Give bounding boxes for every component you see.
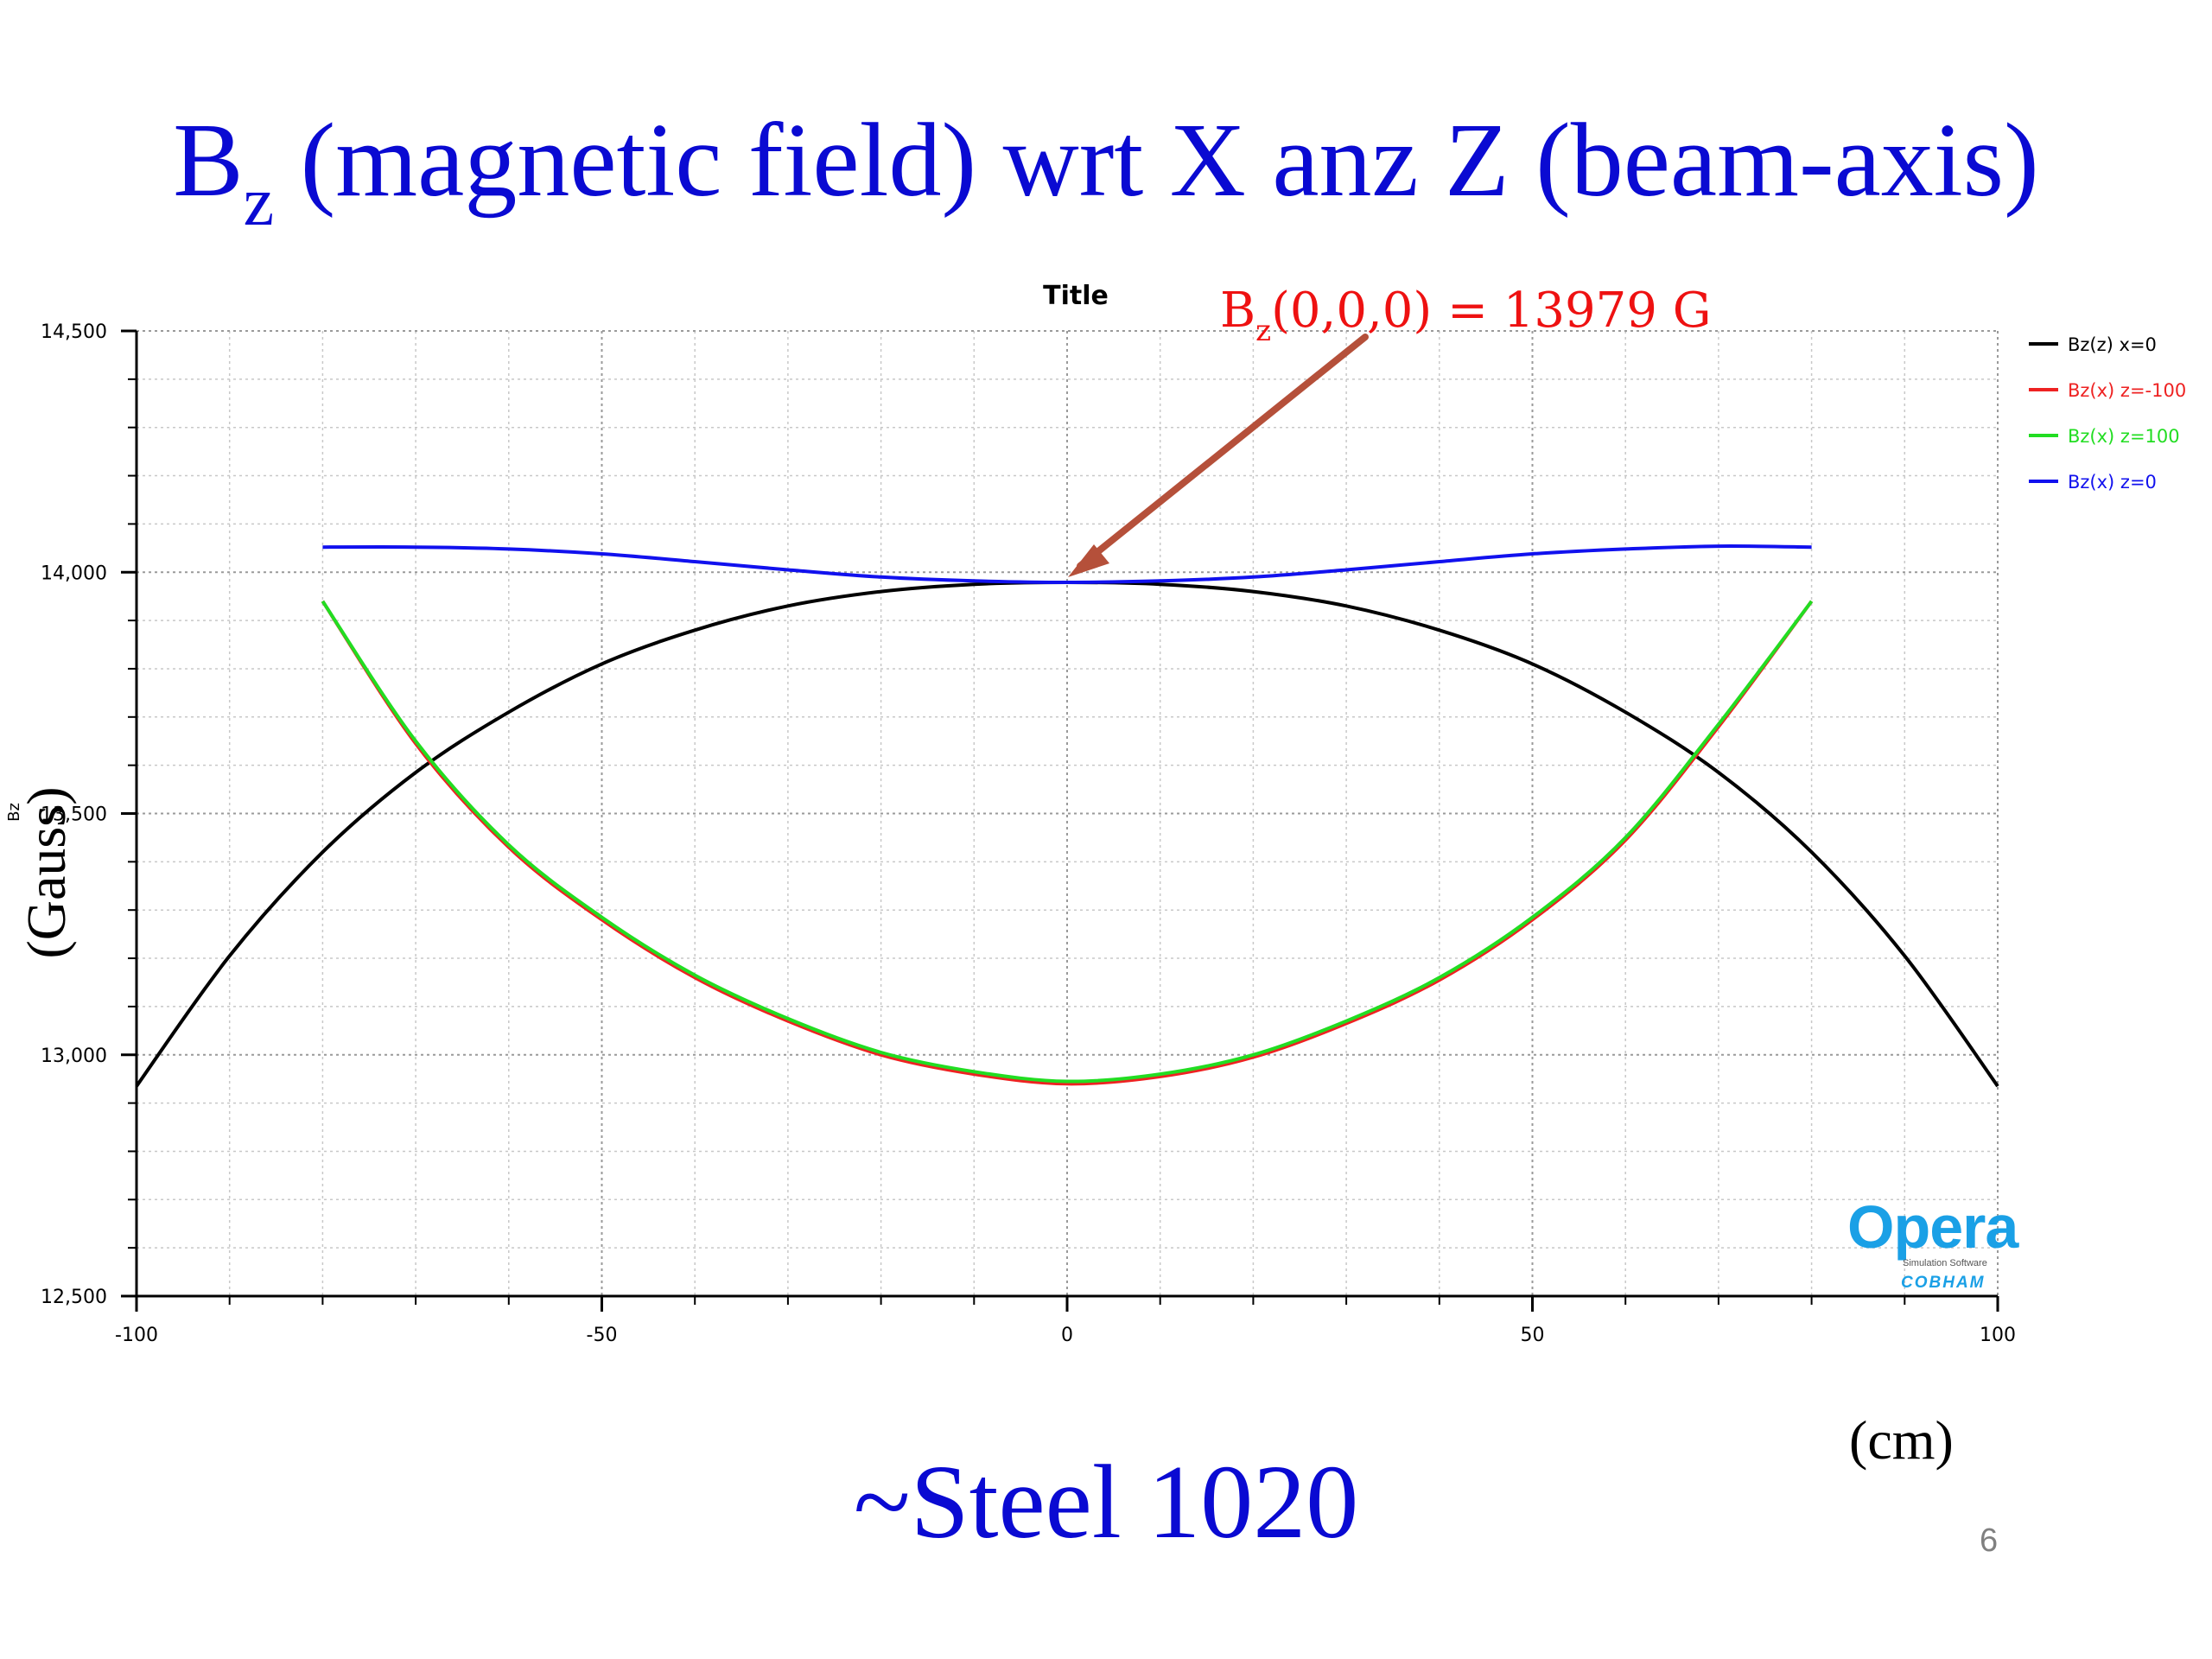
slide-title-rest: (magnetic field) wrt X anz Z (beam-axis) bbox=[274, 102, 2039, 219]
cobham-logo: COBHAM bbox=[1901, 1274, 1986, 1292]
chart-ticks: -100 -50 0 50 100 12,500 13,000 13,500 14,000 14,… bbox=[41, 321, 2016, 1346]
opera-logo-subtitle: Simulation Software bbox=[1903, 1258, 1987, 1268]
annotation-label: Bz(0,0,0) = 13979 G bbox=[1220, 283, 1711, 348]
legend-label: Bz(z) x=0 bbox=[2068, 334, 2157, 355]
series-line-2 bbox=[321, 600, 1814, 1086]
y-tick-label: 12,500 bbox=[41, 1287, 107, 1308]
slide-title-subscript: z bbox=[243, 164, 275, 240]
series-line-4 bbox=[322, 544, 1812, 584]
slide-title: Bz (magnetic field) wrt X anz Z (beam-ax… bbox=[0, 108, 2212, 238]
x-unit-label: (cm) bbox=[1849, 1409, 1954, 1471]
legend-label: Bz(x) z=0 bbox=[2068, 472, 2157, 493]
chart-y-label: Bz bbox=[5, 803, 23, 822]
chart-series bbox=[135, 544, 1999, 1088]
chart-grid bbox=[136, 330, 1999, 1297]
legend-label: Bz(x) z=-100 bbox=[2068, 380, 2186, 401]
annotation-subscript: z bbox=[1255, 314, 1271, 348]
y-unit-text: (Gauss) bbox=[16, 786, 77, 959]
annotation-rest: (0,0,0) = 13979 G bbox=[1271, 283, 1711, 339]
annotation-arrow bbox=[1068, 334, 1369, 577]
series-line-3 bbox=[321, 600, 1814, 1084]
y-tick-label: 13,500 bbox=[41, 804, 107, 826]
chart-title: Title bbox=[1043, 281, 1109, 311]
y-tick-label: 13,000 bbox=[41, 1046, 107, 1067]
chart-legend: Bz(z) x=0 Bz(x) z=-100 Bz(x) z=100 Bz(x) z=… bbox=[2029, 334, 2186, 493]
x-tick-label: 0 bbox=[1061, 1325, 1073, 1346]
annotation-main: B bbox=[1220, 283, 1255, 339]
x-tick-label: -100 bbox=[115, 1325, 158, 1346]
opera-logo: Opera bbox=[1847, 1193, 2018, 1261]
legend-label: Bz(x) z=100 bbox=[2068, 426, 2180, 447]
x-tick-label: -50 bbox=[587, 1325, 618, 1346]
x-tick-label: 50 bbox=[1521, 1325, 1545, 1346]
x-tick-label: 100 bbox=[1980, 1325, 2016, 1346]
y-tick-label: 14,000 bbox=[41, 563, 107, 584]
page-number: 6 bbox=[1980, 1522, 1999, 1559]
y-tick-label: 14,500 bbox=[41, 321, 107, 343]
slide-title-main: B bbox=[173, 102, 244, 219]
slide-footer: ~Steel 1020 bbox=[853, 1444, 1359, 1560]
